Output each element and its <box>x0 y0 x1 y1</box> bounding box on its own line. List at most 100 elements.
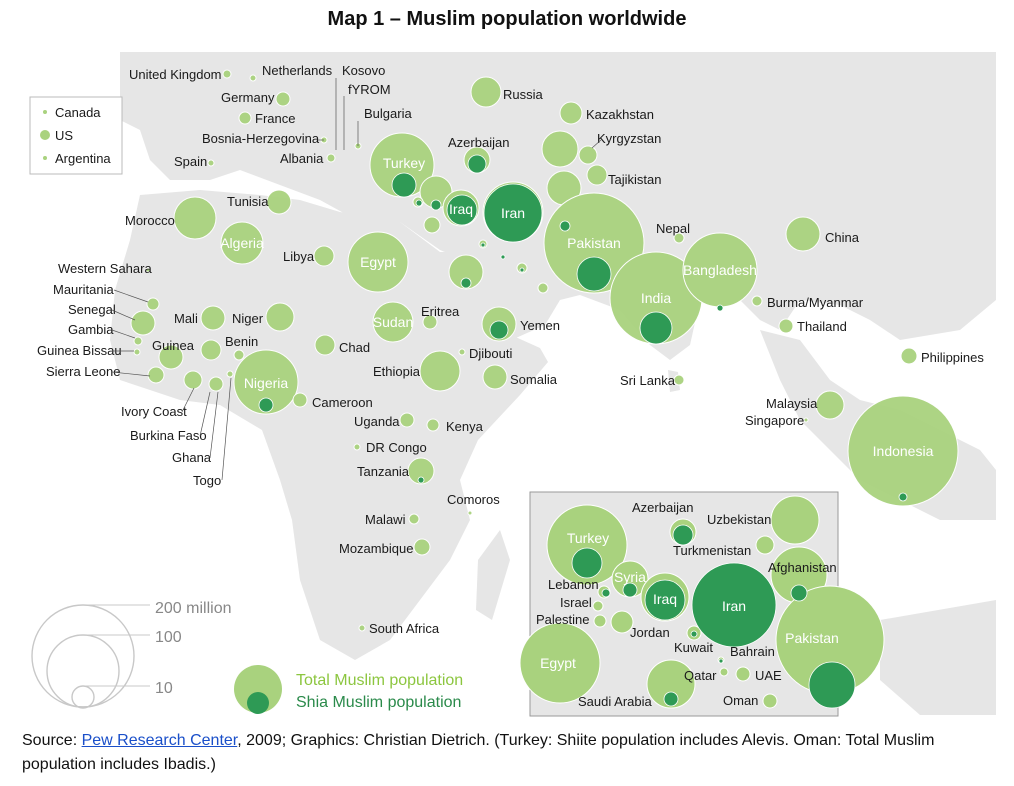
source-note: Source: Pew Research Center, 2009; Graph… <box>22 729 1002 777</box>
bubble-comoros <box>467 510 473 516</box>
legend-shia-swatch <box>247 692 269 714</box>
size-circle-200 <box>31 604 135 708</box>
label-france: France <box>255 111 295 126</box>
label-south-africa: South Africa <box>369 621 440 636</box>
label-thailand: Thailand <box>797 319 847 334</box>
bubble-label-sudan: Sudan <box>373 314 413 330</box>
bubble-netherlands <box>249 74 257 82</box>
bubble-tajikistan <box>586 164 608 186</box>
inset-bubble-jordan <box>610 610 634 634</box>
bubble-ivory-coast <box>183 370 203 390</box>
label-togo: Togo <box>193 473 221 488</box>
shia-iran <box>483 183 543 243</box>
size-circle-100 <box>46 634 120 708</box>
label-djibouti: Djibouti <box>469 346 512 361</box>
label-azerbaijan: Azerbaijan <box>448 135 509 150</box>
inset-bubble-turkmenistan <box>755 535 775 555</box>
bubble-benin <box>233 349 245 361</box>
bubble-tunisia <box>266 189 292 215</box>
bubble-label-iraq: Iraq <box>449 201 473 217</box>
legend-total-swatch <box>234 665 282 713</box>
shia-indonesia <box>898 492 908 502</box>
label-mauritania: Mauritania <box>53 282 114 297</box>
label-senegal: Senegal <box>68 302 116 317</box>
inset-label-saudi: Saudi Arabia <box>578 694 652 709</box>
bubble-nepal <box>673 232 685 244</box>
legend-total-label: Total Muslim population <box>296 672 463 689</box>
size-legend: 200 million 100 10 <box>31 600 231 709</box>
label-tajikistan: Tajikistan <box>608 172 661 187</box>
inset-label-jordan: Jordan <box>630 625 670 640</box>
bubble-thailand <box>778 318 794 334</box>
source-suffix: , 2009; Graphics: Christian Dietrich. (T… <box>22 732 935 773</box>
source-link[interactable]: Pew Research Center <box>81 732 238 749</box>
bubble-albania <box>326 153 336 163</box>
inset-shia-iran <box>691 562 777 648</box>
inset-label-bahrain: Bahrain <box>730 644 775 659</box>
inset-label-kuwait: Kuwait <box>674 640 713 655</box>
inset-bubble-label-egypt: Egypt <box>540 655 576 671</box>
label-fyrom: fYROM <box>348 82 391 97</box>
label-tunisia: Tunisia <box>227 194 269 209</box>
label-sierra-leone: Sierra Leone <box>46 364 120 379</box>
bubble-western-sahara <box>145 267 151 273</box>
inset-shia-lebanon <box>601 588 611 598</box>
label-china: China <box>825 230 860 245</box>
land-europe-asia <box>120 52 996 360</box>
label-germany: Germany <box>221 90 275 105</box>
label-kosovo: Kosovo <box>342 63 385 78</box>
inset-bubble-label-syria: Syria <box>614 569 646 585</box>
bubble-label-indonesia: Indonesia <box>873 443 934 459</box>
leader-lines <box>111 78 602 481</box>
bubble-indonesia <box>847 395 959 507</box>
shia-afghanistan <box>559 220 571 232</box>
label-benin: Benin <box>225 334 258 349</box>
bubble-guinea <box>158 344 184 370</box>
label-burkina: Burkina Faso <box>130 428 207 443</box>
label-albania: Albania <box>280 151 324 166</box>
inset-label-uzbekistan: Uzbekistan <box>707 512 771 527</box>
shia-tanzania <box>417 476 425 484</box>
bubble-jordan <box>423 216 441 234</box>
map-title: Map 1 – Muslim population worldwide <box>327 8 687 30</box>
bubble-malawi <box>408 513 420 525</box>
legend-shia-label: Shia Muslim population <box>296 694 461 711</box>
inset-shia-kuwait <box>690 630 698 638</box>
bubble-algeria <box>220 221 264 265</box>
inset-label-azerbaijan: Azerbaijan <box>632 500 693 515</box>
bubble-uzbekistan <box>541 130 579 168</box>
label-argentina: Argentina <box>55 151 111 166</box>
inset-shia-iraq <box>644 579 686 621</box>
land-masses <box>110 52 996 715</box>
bubble-malaysia <box>815 390 845 420</box>
label-philippines: Philippines <box>921 350 984 365</box>
bubble-germany <box>275 91 291 107</box>
label-chad: Chad <box>339 340 370 355</box>
bubble-china <box>785 216 821 252</box>
bubble-south-africa <box>358 624 366 632</box>
bubble-kenya <box>426 418 440 432</box>
bubble-burma <box>751 295 763 307</box>
shia-yemen <box>489 320 509 340</box>
bubble-senegal <box>130 310 156 336</box>
label-malaysia: Malaysia <box>766 396 818 411</box>
inset-bubble-palestine <box>593 614 607 628</box>
bubble-togo <box>226 370 234 378</box>
label-guinea: Guinea <box>152 338 195 353</box>
inset-label-israel: Israel <box>560 595 592 610</box>
inset-label-palestine: Palestine <box>536 612 589 627</box>
inset-label-qatar: Qatar <box>684 668 717 683</box>
label-libya: Libya <box>283 249 315 264</box>
label-western-sahara: Western Sahara <box>58 261 152 276</box>
inset-shia-turkey <box>571 547 603 579</box>
label-kenya: Kenya <box>446 419 484 434</box>
inset-bubble-labels: Turkey Syria Iraq Iran Pakistan Egypt <box>540 530 839 671</box>
inset-bubble-egypt <box>519 622 601 704</box>
label-eritrea: Eritrea <box>421 304 460 319</box>
inset-label-turkmenistan: Turkmenistan <box>673 543 751 558</box>
shia-kuwait <box>480 242 486 248</box>
bubble-france <box>238 111 252 125</box>
shia-nigeria <box>258 397 274 413</box>
inset-label-oman: Oman <box>723 693 758 708</box>
bubble-mauritania <box>146 297 160 311</box>
